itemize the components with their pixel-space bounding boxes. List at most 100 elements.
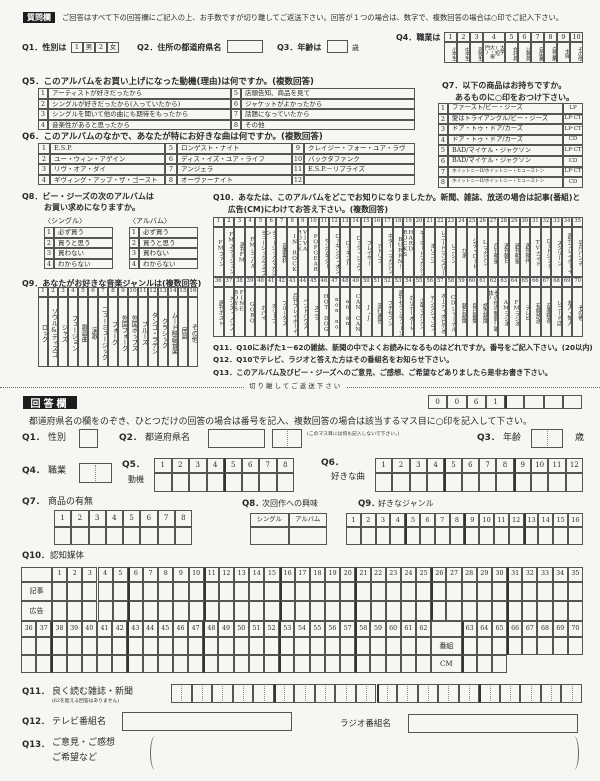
a-q9-answer-cell[interactable] — [508, 527, 524, 545]
a-q10-article-cell[interactable] — [82, 582, 98, 601]
a-q10-cm-cell[interactable] — [324, 655, 340, 673]
a-q7-answer-cell[interactable] — [105, 527, 123, 545]
a-q10-article-cell[interactable] — [385, 582, 401, 601]
a-q10-program-cell[interactable] — [157, 637, 173, 655]
a-q9-answer-cell[interactable] — [479, 527, 494, 545]
a-q10-article-cell[interactable] — [67, 582, 83, 601]
a-q10-ad-cell[interactable] — [507, 601, 523, 621]
a-q7-answer-cell[interactable] — [71, 527, 89, 545]
a-q10-ad-cell[interactable] — [552, 601, 568, 621]
a-q10-ad-cell[interactable] — [203, 601, 219, 621]
a-q10-article-cell[interactable] — [97, 582, 113, 601]
a-q10-program-cell[interactable] — [537, 637, 553, 655]
a-q10-ad-cell[interactable] — [370, 601, 386, 621]
a-q10-cm-cell[interactable] — [96, 655, 113, 673]
a-q10-cm-cell[interactable] — [218, 655, 234, 673]
a-q10-article-cell[interactable] — [370, 582, 386, 601]
a-q10-article-cell[interactable] — [340, 582, 356, 601]
a-q10-article-cell[interactable] — [143, 582, 159, 601]
a-q10-program-cell[interactable] — [415, 637, 432, 655]
a-q10-article-cell[interactable] — [127, 582, 143, 601]
a-q10-program-cell[interactable] — [96, 637, 113, 655]
a-q10-program-cell[interactable] — [218, 637, 234, 655]
a-q10-ad-cell[interactable] — [234, 601, 250, 621]
a-q6-answer-cell[interactable] — [565, 473, 583, 492]
a-q10-ad-cell[interactable] — [476, 601, 492, 621]
a-q9-answer-cell[interactable] — [434, 527, 450, 545]
a-q10-ad-cell[interactable] — [400, 601, 417, 621]
a-q10-program-cell[interactable] — [51, 637, 67, 655]
a-q5-answer-cell[interactable] — [206, 473, 224, 492]
a-q10-article-cell[interactable] — [567, 582, 583, 601]
a-q10-ad-cell[interactable] — [173, 601, 189, 621]
a-q10-cm-cell[interactable] — [127, 655, 143, 673]
a-q10-program-cell[interactable] — [400, 637, 416, 655]
a-q10-cm-cell[interactable] — [21, 655, 37, 673]
a-q10-cm-cell[interactable] — [142, 655, 158, 673]
a-q5-answer-cell[interactable] — [276, 473, 294, 492]
a-q10-ad-cell[interactable] — [249, 601, 265, 621]
a-q10-ad-cell[interactable] — [188, 601, 204, 621]
a-q9-answer-cell[interactable] — [553, 527, 568, 545]
a-q10-article-cell[interactable] — [431, 582, 447, 601]
a-q6-answer-cell[interactable] — [392, 473, 410, 492]
a-q10-article-cell[interactable] — [400, 582, 417, 601]
a-q10-ad-cell[interactable] — [158, 601, 174, 621]
a-q10-program-cell[interactable] — [567, 637, 584, 655]
a-q10-ad-cell[interactable] — [294, 601, 310, 621]
a-q2-box[interactable] — [208, 429, 265, 448]
a-q11-answer-box[interactable] — [520, 684, 541, 703]
a-q10-ad-cell[interactable] — [537, 601, 553, 621]
a-q9-answer-cell[interactable] — [420, 527, 435, 545]
a-q11-answer-box[interactable] — [253, 684, 274, 703]
a-q10-cm-cell[interactable] — [233, 655, 249, 673]
a-q9-answer-cell[interactable] — [405, 527, 420, 545]
a-q10-ad-cell[interactable] — [279, 601, 295, 621]
a-q10-article-cell[interactable] — [294, 582, 310, 601]
a-q10-program-cell[interactable] — [112, 637, 128, 655]
a-q10-article-cell[interactable] — [264, 582, 280, 601]
a-q10-cm-cell[interactable] — [309, 655, 325, 673]
a-q7-answer-cell[interactable] — [54, 527, 72, 545]
a-q11-answer-box[interactable] — [232, 684, 254, 703]
a-q6-answer-cell[interactable] — [548, 473, 566, 492]
a-q8-answer-cell[interactable] — [288, 527, 327, 545]
a-q10-cm-cell[interactable] — [476, 655, 492, 673]
a-q10-ad-cell[interactable] — [325, 601, 341, 621]
a-q10-article-cell[interactable] — [476, 582, 492, 601]
a-q10-article-cell[interactable] — [173, 582, 189, 601]
a-q10-ad-cell[interactable] — [567, 601, 583, 621]
a-q10-cm-cell[interactable] — [248, 655, 265, 673]
a-q13-comment-area[interactable] — [150, 736, 579, 770]
a-q9-answer-cell[interactable] — [375, 527, 391, 545]
a-q10-article-cell[interactable] — [537, 582, 553, 601]
a-q6-answer-cell[interactable] — [461, 473, 479, 492]
a-q4-box[interactable] — [79, 463, 112, 483]
a-q10-program-cell[interactable] — [172, 637, 189, 655]
a-q7-answer-cell[interactable] — [174, 527, 192, 545]
a-q7-answer-cell[interactable] — [123, 527, 141, 545]
a-q11-answer-box[interactable] — [212, 684, 233, 703]
a-q10-program-cell[interactable] — [552, 637, 568, 655]
a-q9-answer-cell[interactable] — [346, 527, 361, 545]
a-q10-ad-cell[interactable] — [218, 601, 235, 621]
a-q6-answer-cell[interactable] — [478, 473, 497, 492]
a-q5-answer-cell[interactable] — [224, 473, 242, 492]
a-q10-article-cell[interactable] — [491, 582, 508, 601]
a-q10-cm-cell[interactable] — [491, 655, 508, 673]
a-q10-program-cell[interactable] — [127, 637, 143, 655]
a-q10-ad-cell[interactable] — [127, 601, 143, 621]
a-q10-article-cell[interactable] — [461, 582, 477, 601]
a-q11-answer-box[interactable] — [499, 684, 521, 703]
a-q10-cm-cell[interactable] — [385, 655, 401, 673]
a-q10-program-cell[interactable] — [36, 637, 52, 655]
a-q10-cm-cell[interactable] — [294, 655, 310, 673]
a-q10-cm-cell[interactable] — [81, 655, 97, 673]
a-q10-ad-cell[interactable] — [112, 601, 128, 621]
a-q7-answer-cell[interactable] — [140, 527, 158, 545]
a-q9-answer-cell[interactable] — [538, 527, 554, 545]
a-q10-program-cell[interactable] — [188, 637, 204, 655]
a-q10-program-cell[interactable] — [324, 637, 340, 655]
a-q10-program-cell[interactable] — [507, 637, 523, 655]
a-q10-ad-cell[interactable] — [355, 601, 371, 621]
